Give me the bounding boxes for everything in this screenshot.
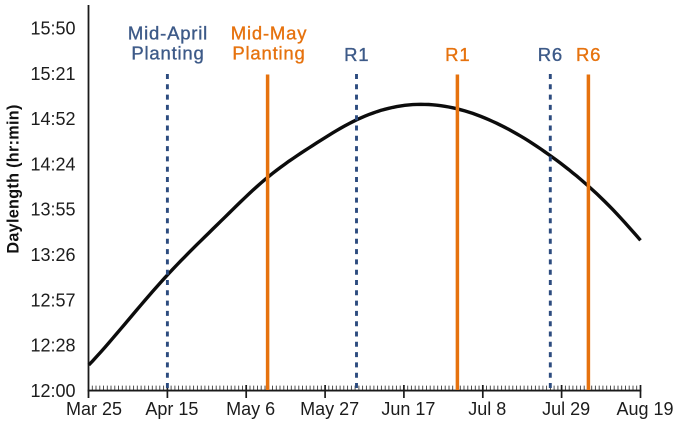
svg-text:Jul 29: Jul 29	[542, 399, 590, 419]
svg-text:R6: R6	[576, 44, 601, 65]
svg-text:12:00: 12:00	[30, 381, 75, 401]
svg-text:Jun 17: Jun 17	[381, 399, 435, 419]
svg-text:Planting: Planting	[232, 42, 305, 63]
svg-text:Planting: Planting	[131, 42, 204, 63]
svg-text:14:24: 14:24	[30, 154, 75, 174]
svg-text:14:52: 14:52	[30, 109, 75, 129]
svg-text:13:55: 13:55	[30, 200, 75, 220]
svg-text:13:26: 13:26	[30, 245, 75, 265]
svg-text:R6: R6	[538, 44, 563, 65]
svg-text:Aug 19: Aug 19	[616, 399, 673, 419]
svg-text:Mid-April: Mid-April	[128, 22, 208, 43]
svg-text:Jul 8: Jul 8	[468, 399, 506, 419]
svg-text:R1: R1	[344, 44, 369, 65]
svg-text:R1: R1	[445, 44, 470, 65]
svg-text:May 27: May 27	[300, 399, 359, 419]
svg-text:May 6: May 6	[226, 399, 275, 419]
svg-text:Mar 25: Mar 25	[66, 399, 122, 419]
svg-text:12:28: 12:28	[30, 336, 75, 356]
svg-text:15:21: 15:21	[30, 64, 75, 84]
svg-text:Daylength (hr:min): Daylength (hr:min)	[5, 104, 23, 253]
svg-text:Mid-May: Mid-May	[231, 22, 308, 43]
svg-text:12:57: 12:57	[30, 290, 75, 310]
svg-text:Apr 15: Apr 15	[145, 399, 198, 419]
svg-text:15:50: 15:50	[30, 19, 75, 39]
